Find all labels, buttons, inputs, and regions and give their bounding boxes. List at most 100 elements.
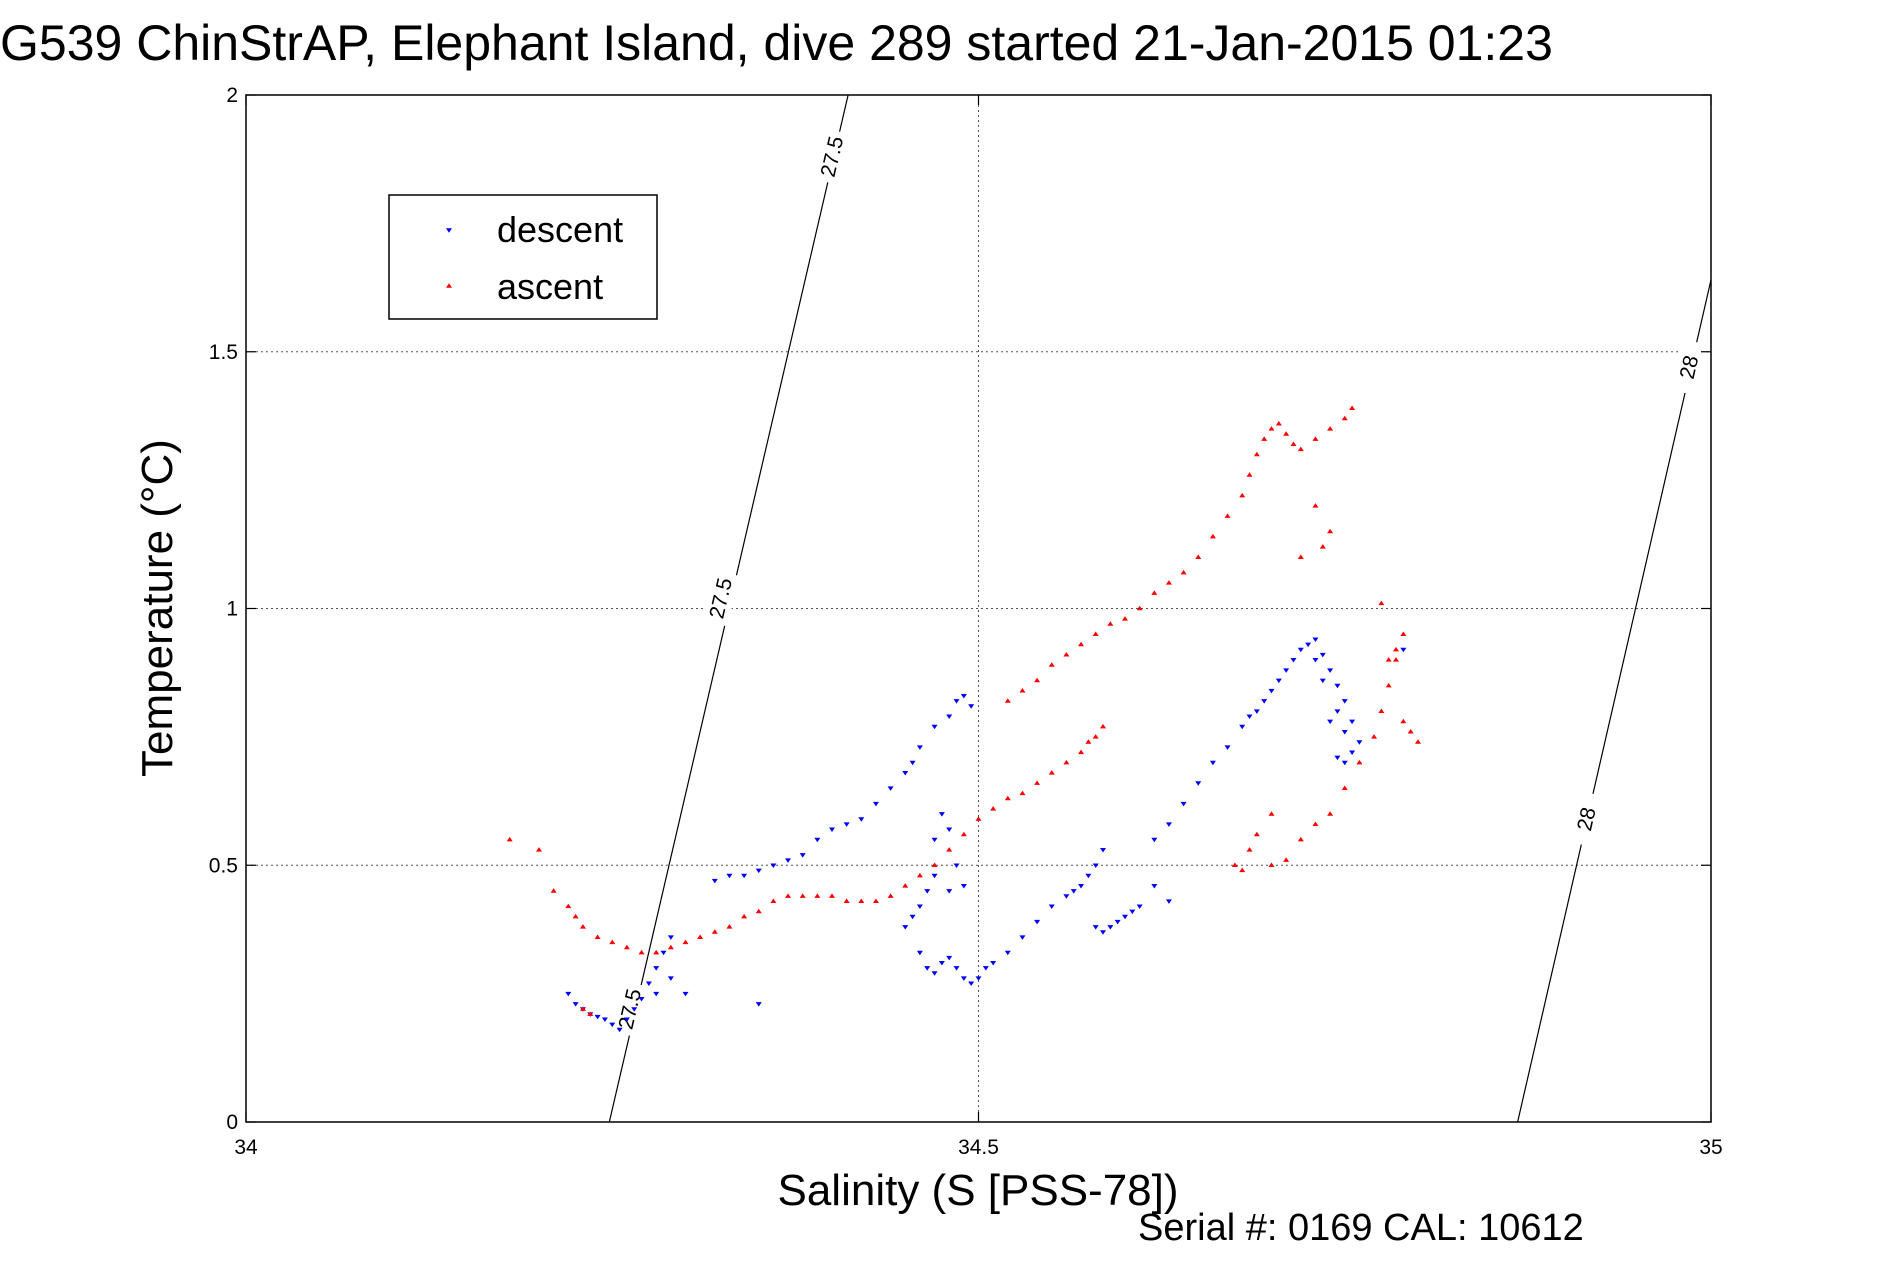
ascent-point [1239,867,1246,873]
ascent-point [1341,415,1348,421]
descent-point [1100,930,1107,935]
descent-point [909,914,916,920]
serial-cal-footer: Serial #: 0169 CAL: 10612 [1138,1207,1584,1249]
descent-point [638,996,645,1002]
ascent-point [1253,831,1260,837]
ascent-point [1004,795,1011,801]
ascent-point [872,898,879,903]
descent-point [1151,883,1158,889]
descent-point [1283,668,1290,673]
ascent-point [1019,790,1026,796]
descent-point [814,837,821,843]
ascent-point [1239,492,1246,498]
ascent-point [682,939,689,945]
descent-point [975,976,982,981]
descent-point [1122,914,1128,920]
ascent-point [1297,836,1304,842]
ascent-point [785,893,792,898]
descent-point [616,1027,623,1033]
descent-point [770,863,777,868]
y-tick-label: 1.5 [209,341,238,364]
legend: descent ascent [388,194,658,320]
descent-point [968,704,975,709]
descent-point [682,991,689,997]
descent-point [1327,668,1334,673]
descent-point [594,1014,601,1020]
ascent-point [1312,503,1319,508]
descent-point [1165,822,1172,827]
descent-point [1092,863,1099,868]
ascent-point [1283,431,1290,436]
ascent-point [1092,631,1099,636]
ascent-point [1034,677,1041,683]
descent-point [1129,909,1136,915]
descent-point [1224,745,1231,750]
ascent-point [711,929,718,934]
descent-point [1151,837,1158,843]
descent-point [938,812,945,817]
ascent-point [594,934,601,939]
ascent-point [726,924,733,929]
ascent-point [1319,544,1326,549]
legend-label-ascent: ascent [497,266,603,307]
descent-point [946,955,953,961]
descent-point [1239,724,1246,730]
descent-point [667,976,674,981]
ascent-point [1136,605,1143,611]
series-descent [565,637,1407,1033]
axis-ticks: 34 34.5 35 0 0.5 1 1.5 2 [209,84,1723,1159]
descent-point [653,966,660,971]
ascent-point [609,939,616,945]
descent-point [953,863,960,868]
ascent-point [623,944,630,950]
ascent-point [667,944,674,950]
ascent-point [1195,554,1202,559]
descent-point [953,699,960,704]
descent-point [623,1017,630,1022]
descent-point [1063,894,1070,899]
ascent-point [1327,811,1334,816]
ascent-point [916,872,923,878]
descent-point [1319,652,1326,658]
ascent-point [1275,420,1282,426]
descent-point [916,745,923,750]
data-points [506,405,1421,1033]
ascent-point [1327,426,1334,431]
descent-point [902,925,909,930]
ascent-point [931,862,938,868]
ascent-point [565,903,572,909]
descent-point [931,971,938,976]
ascent-point [990,806,997,811]
descent-point [931,724,938,730]
ascent-point [946,847,953,852]
x-tick-label: 34 [234,1136,258,1159]
ascent-point [1290,441,1297,446]
descent-point [1048,904,1055,910]
ascent-point [572,913,579,919]
descent-point [1275,678,1282,684]
ascent-point [638,949,645,955]
descent-point [960,976,967,981]
x-tick-label: 34.5 [958,1136,999,1159]
ascent-point [1268,811,1275,816]
grid-lines [246,95,1711,1122]
ascent-point [1048,770,1055,775]
ascent-point [1092,734,1099,739]
descent-point [1334,709,1341,714]
y-tick-label: 0.5 [209,854,238,877]
ascent-point [579,1006,586,1011]
descent-point [887,786,894,791]
legend-marker-ascent [446,283,452,288]
descent-point [660,950,667,956]
descent-point [799,853,806,858]
descent-point [1180,801,1187,807]
ascent-point [1019,687,1026,693]
descent-point [916,904,923,910]
ascent-point [1063,652,1070,657]
descent-point [829,827,835,833]
descent-point [1114,919,1121,925]
descent-point [645,981,652,987]
ascent-point [550,888,557,893]
ascent-point [1327,528,1334,534]
ascent-point [1151,590,1158,595]
